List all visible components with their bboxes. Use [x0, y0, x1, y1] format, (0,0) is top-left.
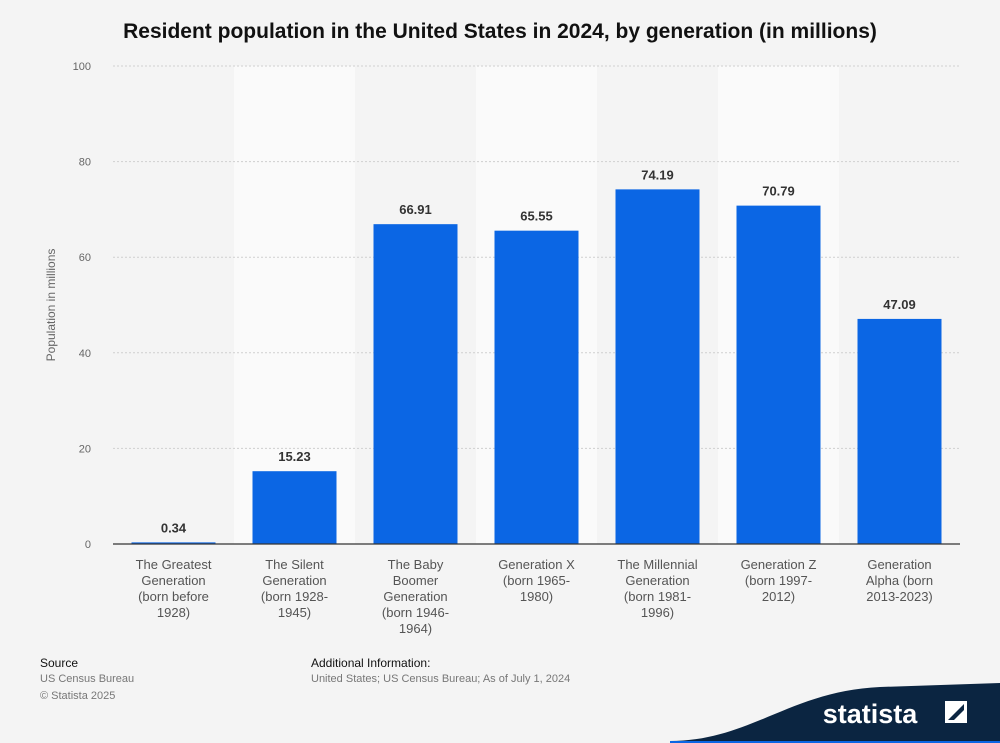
x-tick-label-line: (born 1965-	[503, 573, 570, 588]
x-tick-label-line: The Baby	[388, 557, 444, 572]
x-tick-label-line: Generation	[625, 573, 689, 588]
x-tick-label-line: (born 1997-	[745, 573, 812, 588]
x-tick-label-line: (born 1946-	[382, 605, 449, 620]
y-tick-label: 100	[73, 61, 91, 73]
bar	[131, 542, 216, 544]
brand-swoosh	[670, 683, 1000, 743]
column-band	[234, 66, 355, 544]
x-tick-label-line: 1996)	[641, 605, 674, 620]
x-tick-label-line: 2013-2023)	[866, 589, 933, 604]
x-tick-label-line: (born 1928-	[261, 589, 328, 604]
x-tick-label-line: 1964)	[399, 621, 432, 636]
chart-title: Resident population in the United States…	[123, 20, 877, 43]
x-tick-label: The Baby Boomer Generation (born 1946-1964)	[382, 557, 449, 636]
y-tick-label: 20	[79, 443, 91, 455]
x-tick-label-line: Generation	[141, 573, 205, 588]
bar-value-label: 15.23	[278, 449, 311, 464]
x-tick-label: Generation Z (born 1997-2012)	[741, 557, 817, 604]
x-tick-label: The Millennial Generation (born 1981-1996)	[617, 557, 697, 620]
x-axis-ticks: The Greatest Generation (born before 1928)T…	[136, 557, 934, 636]
x-tick-label-line: The Greatest	[136, 557, 212, 572]
x-tick-label-line: 2012)	[762, 589, 795, 604]
x-tick-label-line: The Silent	[265, 557, 324, 572]
y-tick-label: 40	[79, 348, 91, 360]
bar	[736, 205, 821, 545]
x-tick-label-line: 1945)	[278, 605, 311, 620]
bar-value-label: 66.91	[399, 202, 432, 217]
x-tick-label: Generation X (born 1965-1980)	[498, 557, 575, 604]
x-tick-label-line: (born before	[138, 589, 209, 604]
x-tick-label-line: Boomer	[393, 573, 439, 588]
brand-name: statista	[823, 699, 919, 729]
x-tick-label: The Silent Generation (born 1928-1945)	[261, 557, 328, 620]
bar	[615, 189, 700, 544]
x-tick-label-line: 1980)	[520, 589, 553, 604]
bar-value-label: 74.19	[641, 167, 674, 182]
additional-info-heading: Additional Information:	[311, 656, 431, 670]
x-tick-label-line: (born 1981-	[624, 589, 691, 604]
x-tick-label: Generation Alpha (born 2013-2023)	[866, 557, 933, 604]
x-tick-label-line: Alpha (born	[866, 573, 933, 588]
copyright-text: © Statista 2025	[40, 690, 116, 702]
x-tick-label-line: Generation	[383, 589, 447, 604]
x-tick-label-line: Generation Z	[741, 557, 817, 572]
bar-value-label: 0.34	[161, 520, 187, 535]
statista-brand[interactable]: statista	[670, 683, 1000, 743]
bar	[857, 318, 942, 544]
bars	[131, 189, 942, 545]
y-axis-label: Population in millions	[44, 249, 58, 362]
bar-value-label: 70.79	[762, 184, 795, 199]
x-tick-label-line: Generation	[867, 557, 931, 572]
x-tick-label-line: The Millennial	[617, 557, 697, 572]
y-tick-label: 0	[85, 539, 91, 551]
y-tick-label: 60	[79, 252, 91, 264]
x-tick-label: The Greatest Generation (born before 1928)	[136, 557, 212, 620]
statista-logo-icon	[945, 701, 967, 723]
bar-chart: 0 20 40 60 80 100 Population in millions 0.34…	[44, 61, 960, 636]
bar	[252, 471, 337, 544]
x-tick-label-line: Generation X	[498, 557, 575, 572]
x-tick-label-line: Generation	[262, 573, 326, 588]
source-heading: Source	[40, 656, 79, 670]
x-tick-label-line: 1928)	[157, 605, 190, 620]
bar	[494, 230, 579, 544]
y-axis-ticks: 0 20 40 60 80 100	[73, 61, 91, 551]
bar-value-label: 65.55	[520, 209, 553, 224]
source-text[interactable]: US Census Bureau	[40, 673, 135, 685]
additional-info-text: United States; US Census Bureau; As of J…	[311, 673, 571, 685]
value-labels: 0.34 15.23 66.91 65.55 74.19 70.79 47.09	[161, 167, 916, 535]
bar-value-label: 47.09	[883, 297, 916, 312]
bar	[373, 224, 458, 544]
y-tick-label: 80	[79, 157, 91, 169]
